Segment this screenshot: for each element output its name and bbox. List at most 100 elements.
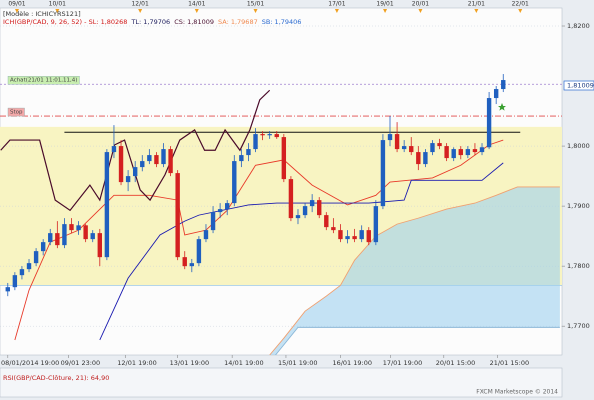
overlay-layer: 1,8200 1,8000 1,7900 1,7800 1,7700 Achat(21/0… bbox=[1, 1, 594, 367]
candle-body bbox=[472, 149, 478, 153]
candle-body bbox=[359, 230, 364, 240]
x-tick-label: 13/01 19:00 bbox=[170, 359, 210, 367]
candle-body bbox=[352, 236, 357, 240]
legend-entry: TL: 1,79706 bbox=[130, 18, 170, 26]
top-tick-label: 17/01 bbox=[328, 1, 345, 8]
candle-body bbox=[147, 155, 152, 162]
top-tick-label: 19/01 bbox=[376, 1, 393, 8]
candle-body bbox=[501, 80, 506, 90]
cloud-span bbox=[274, 326, 560, 355]
candle-body bbox=[444, 146, 449, 159]
candle-body bbox=[5, 287, 10, 292]
candle-body bbox=[26, 263, 32, 270]
candle-body bbox=[430, 143, 435, 153]
y-tick-label: 1,7700 bbox=[567, 322, 590, 330]
x-tick-label: 09/01 23:00 bbox=[61, 359, 101, 367]
x-tick-label: 16/01 19:00 bbox=[332, 359, 372, 367]
candle-body bbox=[19, 269, 25, 276]
candle-body bbox=[161, 149, 166, 165]
candle-body bbox=[260, 134, 265, 136]
indicator-line bbox=[0, 89, 271, 212]
day-marker bbox=[383, 9, 388, 13]
candle-body bbox=[140, 161, 145, 168]
candle-body bbox=[225, 203, 230, 210]
level-label: Stop bbox=[10, 110, 23, 116]
level-label: Achat(21/01 11:01,11,4) bbox=[10, 78, 77, 84]
candle-body bbox=[274, 134, 279, 138]
indicator-line bbox=[99, 162, 504, 341]
day-marker bbox=[14, 9, 19, 13]
candle-body bbox=[154, 155, 159, 165]
candle-body bbox=[111, 146, 117, 153]
candle-body bbox=[253, 134, 258, 150]
candle-body bbox=[387, 134, 393, 141]
candle-body bbox=[416, 152, 421, 165]
candle-body bbox=[217, 209, 223, 213]
candle-body bbox=[267, 134, 272, 136]
candle-body bbox=[76, 225, 81, 231]
candle-body bbox=[302, 206, 308, 216]
candle-body bbox=[55, 233, 60, 246]
candle-body bbox=[281, 137, 287, 180]
price-label-box bbox=[563, 80, 594, 91]
candle-body bbox=[288, 179, 294, 219]
candle-body bbox=[203, 230, 209, 240]
y-tick-label: 1,7800 bbox=[567, 262, 590, 270]
candle-body bbox=[90, 233, 95, 240]
candle-body bbox=[317, 200, 322, 216]
candle-body bbox=[401, 146, 407, 150]
top-tick-label: 22/01 bbox=[512, 1, 529, 8]
rsi-label: RSI(GBP/CAD-Clôture, 21): 64,90 bbox=[3, 374, 109, 382]
candle-body bbox=[232, 161, 237, 204]
candle-body bbox=[83, 225, 88, 240]
level-label-box bbox=[7, 76, 80, 85]
top-tick-label: 10/01 bbox=[49, 1, 66, 8]
day-marker bbox=[518, 9, 523, 13]
candle-body bbox=[33, 251, 39, 264]
cloud-span bbox=[269, 186, 560, 355]
legend-entry: SA: 1,79687 bbox=[218, 18, 258, 26]
copyright: FXCM Marketscope © 2014 bbox=[476, 389, 558, 396]
candle-body bbox=[338, 230, 343, 240]
x-tick-label: 12/01 19:00 bbox=[117, 359, 157, 367]
candle-body bbox=[394, 134, 400, 150]
candle-body bbox=[125, 176, 131, 183]
candle-body bbox=[168, 149, 173, 174]
cloud-fill bbox=[269, 186, 560, 355]
x-tick-label: 17/01 19:00 bbox=[383, 359, 423, 367]
candle-body bbox=[189, 263, 195, 267]
day-marker bbox=[55, 9, 60, 13]
candle-body bbox=[458, 149, 463, 156]
candle-body bbox=[486, 98, 492, 148]
model-label: [Modèle : ICHICYRS121] bbox=[3, 10, 81, 18]
x-tick-label: 15/01 19:00 bbox=[278, 359, 318, 367]
legend-entry: SB: 1,79406 bbox=[262, 18, 302, 26]
top-tick-label: 21/01 bbox=[468, 1, 485, 8]
top-tick-label: 12/01 bbox=[131, 1, 148, 8]
x-tick-label: 14/01 19:00 bbox=[224, 359, 264, 367]
day-marker bbox=[418, 9, 423, 13]
candle-body bbox=[97, 233, 103, 258]
candle-body bbox=[423, 152, 428, 165]
day-marker bbox=[334, 9, 339, 13]
candle-body bbox=[48, 233, 53, 243]
top-tick-label: 09/01 bbox=[8, 1, 25, 8]
candle-body bbox=[465, 149, 471, 156]
candle-body bbox=[62, 224, 67, 246]
candle-body bbox=[210, 212, 216, 231]
price-label: 1,81009 bbox=[567, 82, 594, 90]
top-tick-label: 15/01 bbox=[247, 1, 264, 8]
candle-body bbox=[409, 146, 414, 153]
candle-body bbox=[309, 200, 315, 207]
candle-body bbox=[69, 224, 74, 231]
day-marker bbox=[138, 9, 143, 13]
top-tick-label: 20/01 bbox=[412, 1, 429, 8]
day-marker bbox=[474, 9, 479, 13]
candle-body bbox=[182, 257, 187, 267]
x-tick-label: 08/01/2014 19:00 bbox=[1, 359, 59, 367]
y-tick-label: 1,7900 bbox=[567, 202, 590, 210]
candle-body bbox=[295, 215, 301, 219]
level-label-box bbox=[7, 107, 25, 117]
candle-body bbox=[104, 152, 110, 258]
candle-body bbox=[246, 149, 251, 156]
